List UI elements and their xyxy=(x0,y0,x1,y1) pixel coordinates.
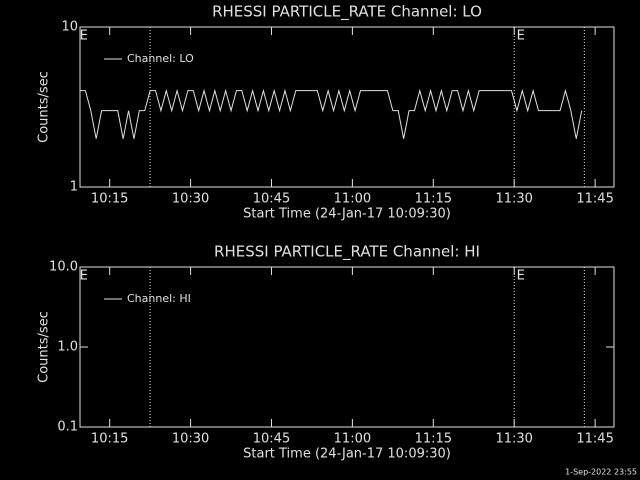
legend-label: Channel: HI xyxy=(127,292,191,305)
x-tick-label: 10:15 xyxy=(91,432,128,447)
plot-frame xyxy=(79,26,615,188)
y-tick-label: 10 xyxy=(61,20,78,35)
x-tick-label: 11:30 xyxy=(495,192,532,207)
y-tick-label: 1.0 xyxy=(57,340,78,355)
x-tick-label: 11:15 xyxy=(415,432,452,447)
annotation: E xyxy=(517,29,525,44)
x-tick-label: 10:45 xyxy=(253,432,290,447)
x-tick-label: 10:30 xyxy=(172,192,209,207)
y-tick-label: 1 xyxy=(70,180,78,195)
x-tick-label: 11:30 xyxy=(495,432,532,447)
y-tick-label: 10.0 xyxy=(49,260,78,275)
x-tick-label: 10:15 xyxy=(91,192,128,207)
x-tick-label: 10:30 xyxy=(172,432,209,447)
legend-label: Channel: LO xyxy=(127,52,194,65)
x-tick-label: 11:00 xyxy=(334,432,371,447)
footer: 1-Sep-2022 23:55 xyxy=(565,468,637,477)
annotation: E xyxy=(80,269,88,284)
x-tick-label: 11:45 xyxy=(576,192,613,207)
y-axis-label: Counts/sec xyxy=(37,71,52,143)
data-line xyxy=(80,88,583,139)
y-tick-label: 0.1 xyxy=(57,420,78,435)
plot-frame xyxy=(79,266,615,428)
annotation: E xyxy=(517,269,525,284)
x-tick-label: 11:45 xyxy=(576,432,613,447)
y-axis-label: Counts/sec xyxy=(37,311,52,383)
x-axis-label: Start Time (24-Jan-17 10:09:30) xyxy=(243,447,451,462)
annotation: E xyxy=(80,29,88,44)
x-axis-label: Start Time (24-Jan-17 10:09:30) xyxy=(243,207,451,222)
chart-title: RHESSI PARTICLE_RATE Channel: LO xyxy=(212,3,482,22)
x-tick-label: 11:00 xyxy=(334,192,371,207)
x-tick-label: 10:45 xyxy=(253,192,290,207)
x-tick-label: 11:15 xyxy=(415,192,452,207)
chart-title: RHESSI PARTICLE_RATE Channel: HI xyxy=(214,243,480,262)
